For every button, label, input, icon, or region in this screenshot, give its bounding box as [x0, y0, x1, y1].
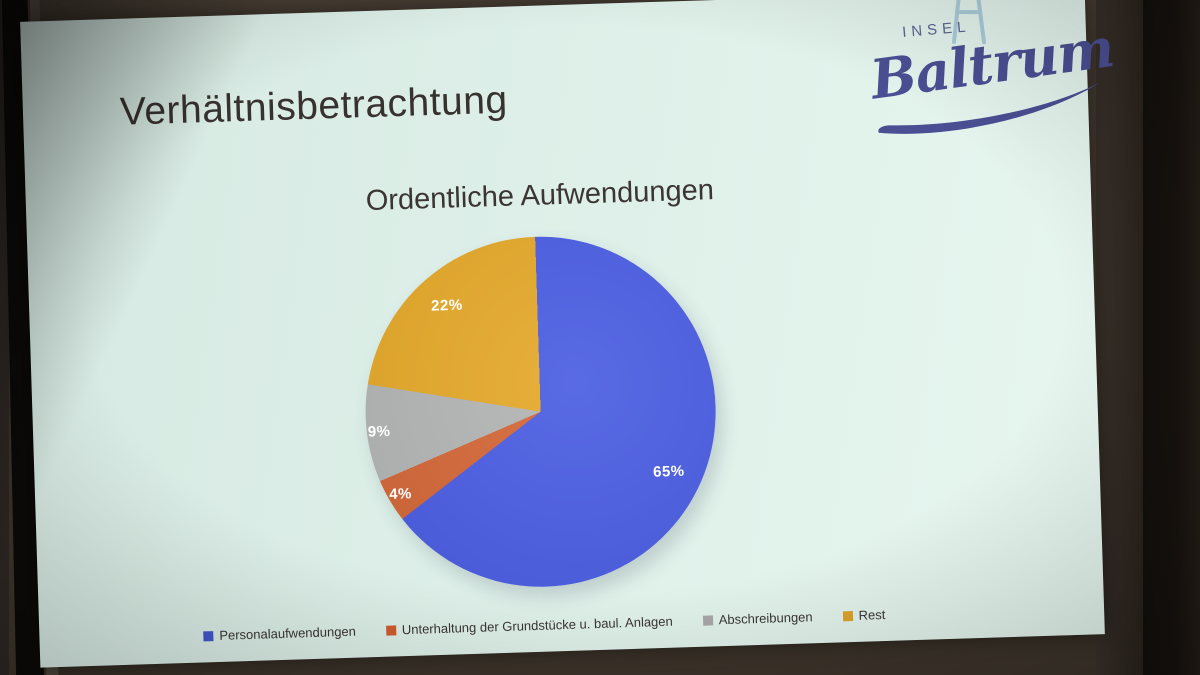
pie-slice-label: 65% — [652, 463, 685, 482]
presentation-slide: Verhältnisbetrachtung INSEL Baltrum Orde… — [20, 0, 1117, 668]
baltrum-logo: INSEL Baltrum — [859, 0, 1124, 155]
slide-title: Verhältnisbetrachtung — [119, 78, 509, 134]
room-dark-band-left — [0, 0, 9, 675]
lighthouse-icon — [951, 0, 986, 45]
screen-edge-right — [1096, 0, 1148, 675]
pie-slice-label: 4% — [388, 485, 413, 504]
legend-item: Unterhaltung der Grundstücke u. baul. An… — [385, 613, 673, 638]
pie-slice-label: 22% — [430, 296, 463, 315]
legend-label: Rest — [858, 607, 886, 623]
legend-item: Abschreibungen — [702, 609, 813, 628]
legend-swatch-icon — [385, 624, 397, 636]
legend-label: Unterhaltung der Grundstücke u. baul. An… — [401, 613, 673, 638]
legend-swatch-icon — [203, 630, 214, 641]
pie-slice-label: 9% — [367, 423, 391, 441]
legend-label: Abschreibungen — [718, 609, 813, 628]
room-dark-band-right — [1143, 0, 1200, 675]
legend-label: Personalaufwendungen — [219, 623, 357, 643]
legend-swatch-icon — [702, 614, 713, 626]
chart-title: Ordentliche Aufwendungen — [365, 174, 715, 218]
legend-item: Rest — [842, 607, 886, 623]
legend-swatch-icon — [842, 610, 853, 621]
pie-chart — [360, 231, 722, 593]
logo-swoosh-icon — [878, 82, 1101, 134]
pie-chart-area: 65% 4% 9% 22% — [360, 231, 722, 593]
chart-legend: Personalaufwendungen Unterhaltung der Gru… — [203, 607, 886, 644]
legend-item: Personalaufwendungen — [203, 624, 356, 644]
